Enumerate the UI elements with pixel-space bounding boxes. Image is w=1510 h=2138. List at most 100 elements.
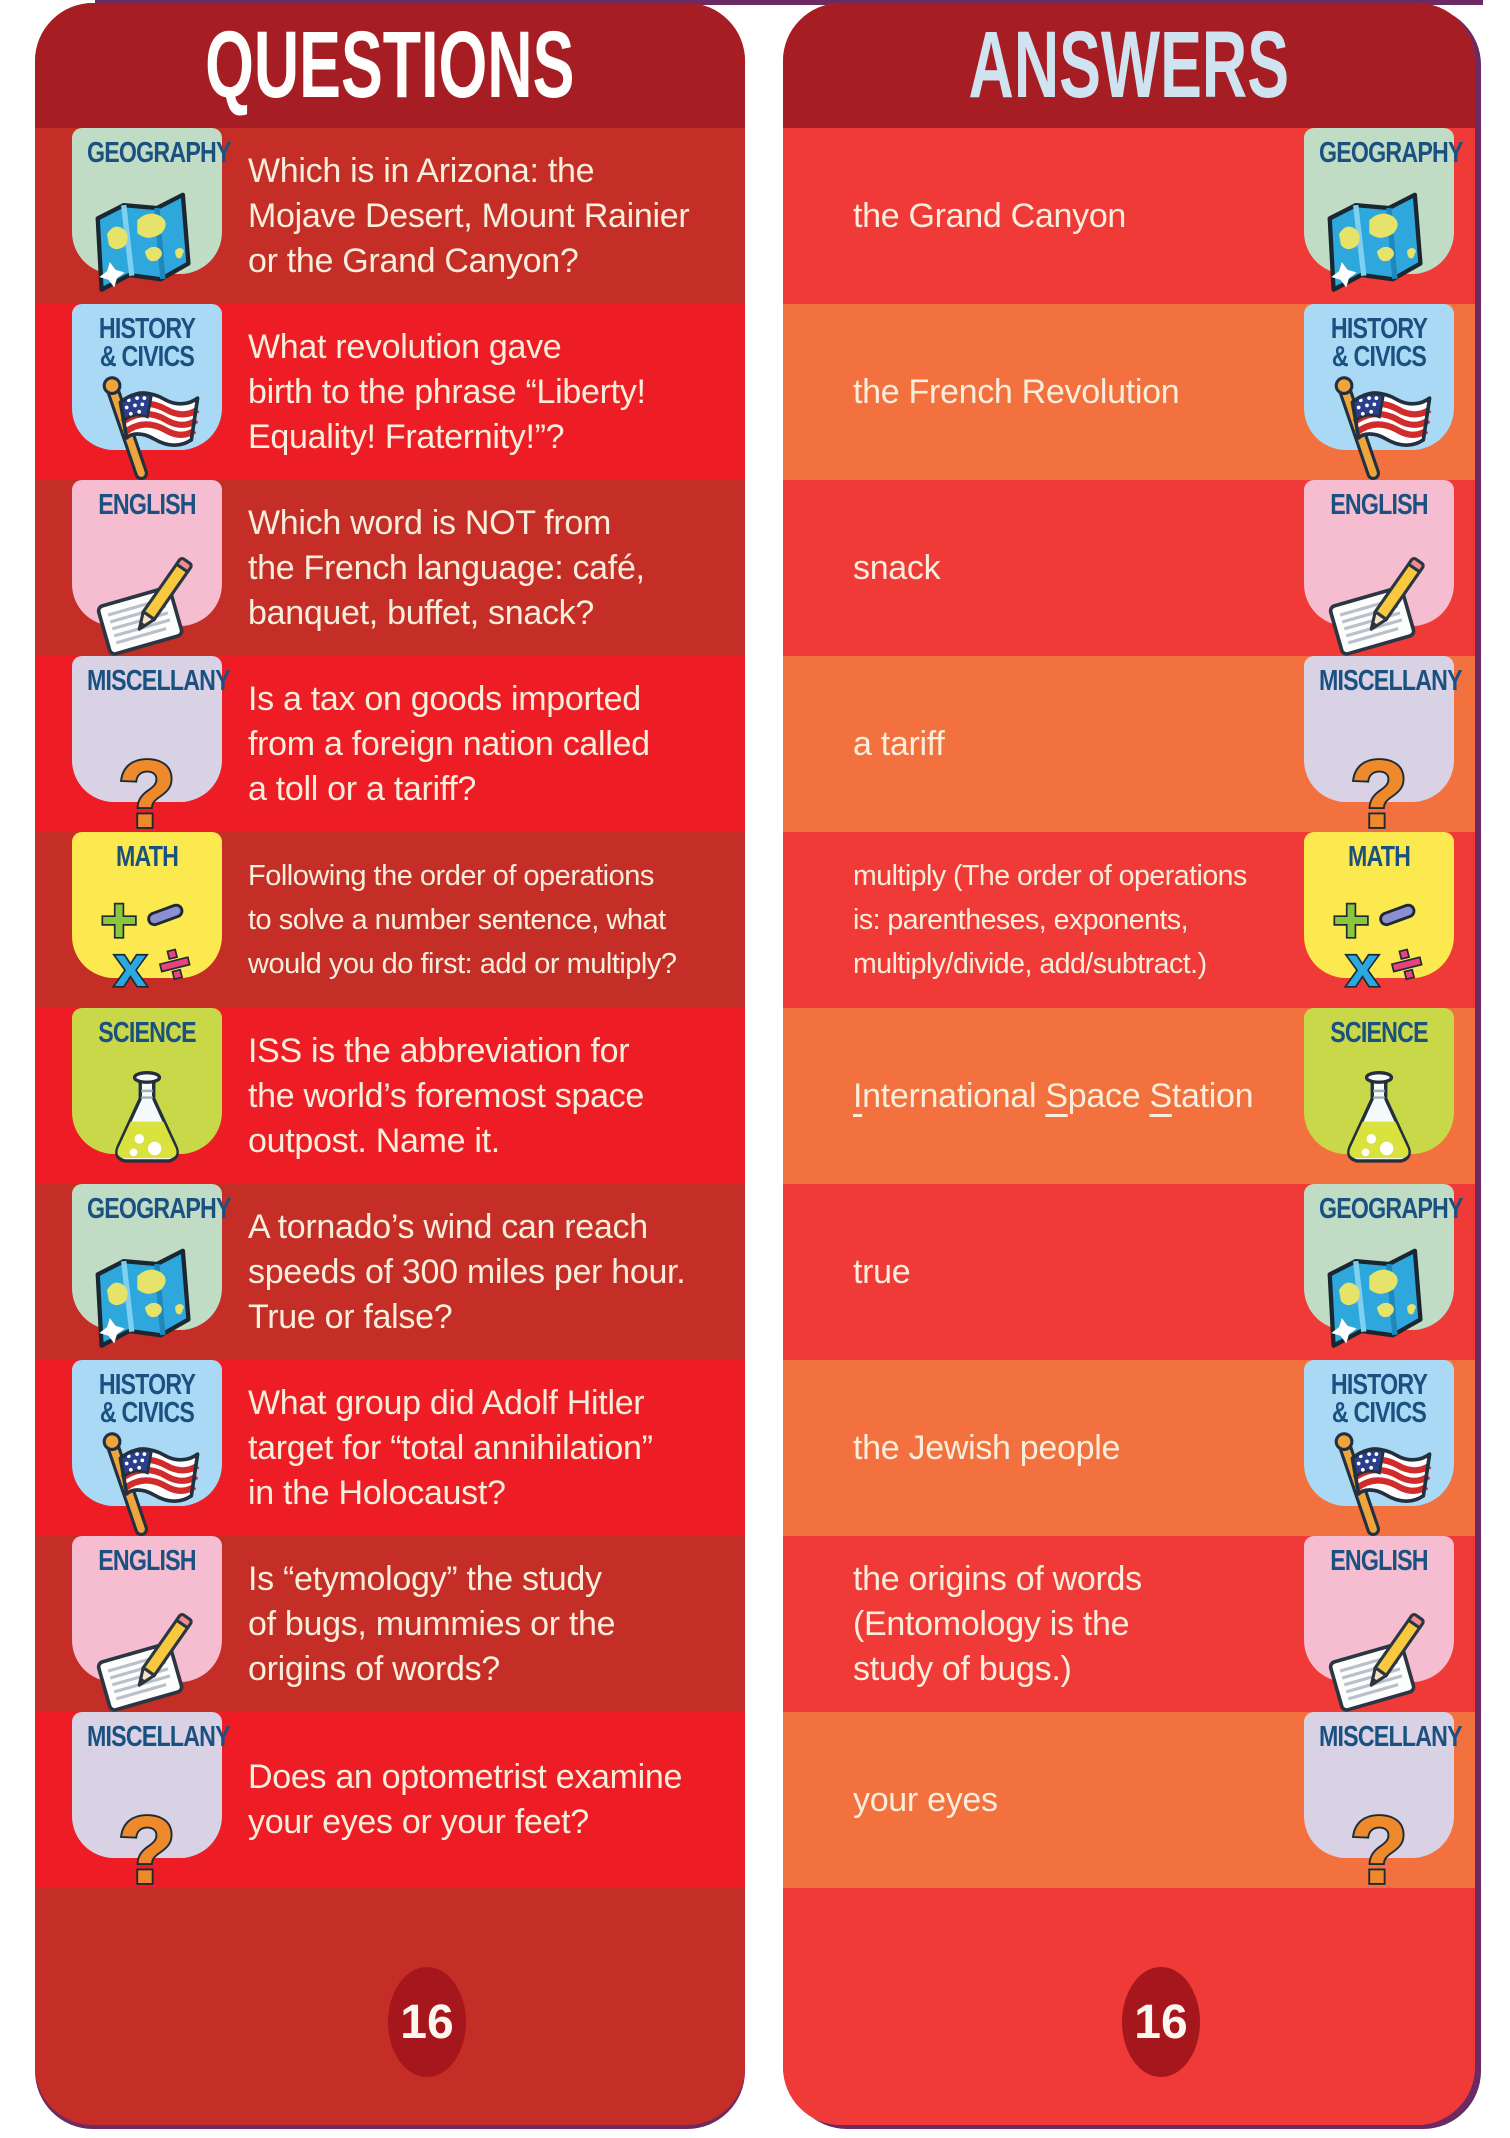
svg-text:?: ? xyxy=(1350,1801,1408,1904)
answers-rows: the Grand Canyon GEOGRAPHY the French Rev… xyxy=(783,128,1475,1906)
category-badge-history: HISTORY & CIVICS xyxy=(72,304,222,481)
answer-row-history: the Jewish people HISTORY & CIVICS xyxy=(783,1360,1475,1537)
category-label: MATH xyxy=(115,841,179,873)
paper-pencil-icon xyxy=(1322,552,1436,656)
category-badge-science: SCIENCE xyxy=(1304,1008,1454,1163)
underlined-initial: S xyxy=(1045,1076,1068,1115)
answer-row-science: International Space Station SCIENCE xyxy=(783,1008,1475,1184)
answer-text: the origins of words (Entomology is the … xyxy=(853,1559,1142,1688)
category-label: MISCELLANY xyxy=(1319,665,1463,697)
flag-icon xyxy=(1319,1427,1439,1542)
paper-pencil-icon xyxy=(90,1608,204,1712)
answer-row-history: the French Revolution HISTORY & CIVICS xyxy=(783,304,1475,481)
question-text: Does an optometrist examine your eyes or… xyxy=(248,1758,683,1841)
category-badge-miscellany: MISCELLANY ? xyxy=(72,1712,231,1906)
category-badge-history: HISTORY & CIVICS xyxy=(1304,1360,1454,1537)
question-row-history: HISTORY & CIVICS What revolution gave bi… xyxy=(35,304,745,481)
svg-text:+: + xyxy=(100,886,137,956)
questions-title: QUESTIONS xyxy=(205,12,575,118)
category-label: GEOGRAPHY xyxy=(1319,137,1463,169)
question-text: Is a tax on goods imported from a foreig… xyxy=(248,679,650,808)
question-text: Which word is NOT from the French langua… xyxy=(248,503,645,632)
category-badge-miscellany: MISCELLANY ? xyxy=(1304,656,1463,850)
category-badge-miscellany: MISCELLANY ? xyxy=(72,656,231,850)
category-label: GEOGRAPHY xyxy=(1319,1193,1463,1225)
category-badge-history: HISTORY & CIVICS xyxy=(1304,304,1454,481)
category-label: HISTORY & CIVICS xyxy=(98,1369,196,1429)
answer-row-geography: true GEOGRAPHY xyxy=(783,1184,1475,1360)
answer-text: snack xyxy=(853,548,941,587)
answer-row-geography: the Grand Canyon GEOGRAPHY xyxy=(783,128,1475,304)
question-row-miscellany: MISCELLANY ? Is a tax on goods imported … xyxy=(35,656,745,850)
math-icon: + x ÷ xyxy=(94,886,200,992)
deck-edge-strip xyxy=(95,0,1483,5)
question-row-geography: GEOGRAPHY A tornado’s wind can reach spe… xyxy=(35,1184,745,1360)
category-label: ENGLISH xyxy=(98,1545,196,1577)
category-label: GEOGRAPHY xyxy=(87,137,231,169)
paper-pencil-icon xyxy=(90,552,204,656)
question-row-math: MATH + x ÷ Following the order of operat… xyxy=(35,832,745,1008)
page-number-badge: 16 xyxy=(1122,1967,1200,2077)
category-badge-english: ENGLISH xyxy=(1304,480,1454,656)
answers-header: ANSWERS xyxy=(783,3,1475,128)
paper-pencil-icon xyxy=(1322,1608,1436,1712)
category-label: HISTORY & CIVICS xyxy=(98,313,196,373)
answer-row-english: snack ENGLISH xyxy=(783,480,1475,656)
answer-text-segment: pace xyxy=(1067,1076,1150,1115)
answer-text-segment: nternational xyxy=(862,1076,1046,1115)
questions-card: QUESTIONS GEOGRAPHY Which is in Arizona:… xyxy=(35,3,745,2125)
questions-footer: 16 xyxy=(35,1888,745,2125)
svg-text:x: x xyxy=(115,935,147,992)
svg-text:÷: ÷ xyxy=(1385,932,1428,992)
questions-header: QUESTIONS xyxy=(35,3,745,128)
flask-icon xyxy=(99,1064,195,1174)
answer-text: the French Revolution xyxy=(853,372,1180,411)
category-label: ENGLISH xyxy=(1330,489,1428,521)
category-badge-miscellany: MISCELLANY ? xyxy=(1304,1712,1463,1906)
flag-icon xyxy=(1319,371,1439,486)
answer-text: the Grand Canyon xyxy=(853,196,1127,235)
map-icon xyxy=(88,191,206,298)
category-badge-history: HISTORY & CIVICS xyxy=(72,1360,222,1537)
category-badge-english: ENGLISH xyxy=(72,480,222,656)
category-label: HISTORY & CIVICS xyxy=(1330,1369,1428,1429)
category-label: ENGLISH xyxy=(1330,1545,1428,1577)
question-mark-icon: ? xyxy=(1336,1801,1422,1906)
category-label: SCIENCE xyxy=(1330,1017,1428,1049)
category-badge-science: SCIENCE xyxy=(72,1008,222,1163)
question-row-english: ENGLISH Is “etymology” the study of bugs… xyxy=(35,1536,745,1712)
answers-card: ANSWERS the Grand Canyon GEOGRAPHY the Fr… xyxy=(783,3,1475,2125)
category-badge-math: MATH + x ÷ xyxy=(1304,832,1454,992)
flask-icon xyxy=(1331,1064,1427,1174)
answer-text: the Jewish people xyxy=(853,1428,1121,1467)
answer-text: your eyes xyxy=(853,1780,998,1819)
answer-row-math: multiply (The order of operations is: pa… xyxy=(783,832,1475,1008)
question-text: Is “etymology” the study of bugs, mummie… xyxy=(248,1559,616,1688)
category-badge-geography: GEOGRAPHY xyxy=(1304,1184,1463,1348)
question-text: Following the order of operations to sol… xyxy=(248,860,677,980)
category-label: GEOGRAPHY xyxy=(87,1193,231,1225)
svg-text:÷: ÷ xyxy=(153,932,196,992)
question-row-geography: GEOGRAPHY Which is in Arizona: the Mojav… xyxy=(35,128,745,304)
map-icon xyxy=(1320,1247,1438,1354)
answer-text: International Space Station xyxy=(853,1074,1304,1119)
question-text: What group did Adolf Hitler target for “… xyxy=(248,1383,653,1512)
svg-text:x: x xyxy=(1347,935,1379,992)
answer-row-miscellany: your eyes MISCELLANY ? xyxy=(783,1712,1475,1906)
question-text: Which is in Arizona: the Mojave Desert, … xyxy=(248,151,690,280)
answer-text-segment: tation xyxy=(1171,1076,1254,1115)
category-badge-math: MATH + x ÷ xyxy=(72,832,222,992)
page-number-badge: 16 xyxy=(388,1967,466,2077)
category-label: MATH xyxy=(1347,841,1411,873)
underlined-initial: S xyxy=(1149,1076,1172,1115)
answer-row-miscellany: a tariff MISCELLANY ? xyxy=(783,656,1475,850)
category-label: MISCELLANY xyxy=(87,665,231,697)
answer-text: multiply (The order of operations is: pa… xyxy=(853,860,1247,980)
category-badge-english: ENGLISH xyxy=(72,1536,222,1712)
category-label: MISCELLANY xyxy=(87,1721,231,1753)
category-badge-geography: GEOGRAPHY xyxy=(72,1184,231,1348)
underlined-initial: I xyxy=(853,1076,863,1115)
answer-text: a tariff xyxy=(853,724,945,763)
flag-icon xyxy=(87,371,207,486)
